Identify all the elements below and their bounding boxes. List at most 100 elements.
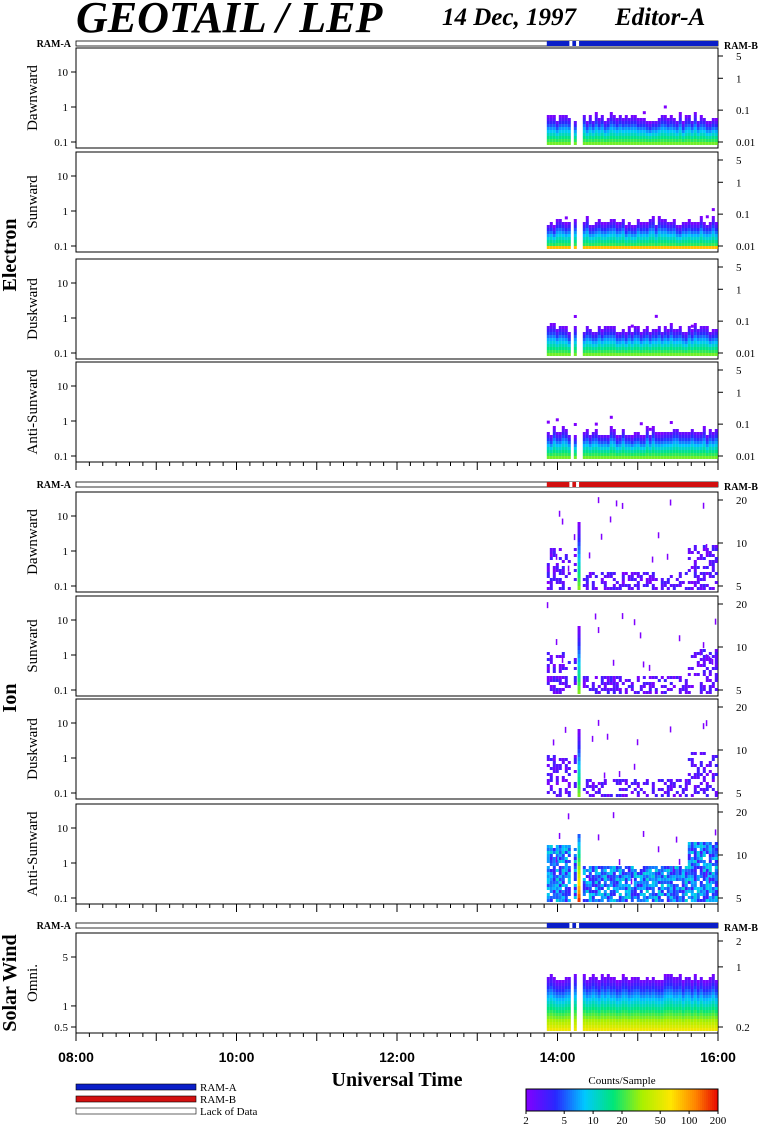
spectrogram-cell	[615, 688, 619, 691]
spectrogram-cell	[630, 995, 634, 998]
spectrogram-cell	[612, 450, 616, 453]
spectrogram-cell	[678, 441, 682, 444]
spectrogram-cell	[606, 691, 610, 694]
spectrogram-cell	[609, 219, 613, 222]
spectrogram-cell	[642, 329, 646, 332]
spectrogram-cell	[603, 1016, 607, 1019]
spectrogram-cell	[675, 1013, 679, 1016]
spectrogram-cell	[624, 893, 628, 896]
spectrogram-cell	[657, 240, 661, 243]
spectrogram-cell	[690, 764, 694, 767]
spectrogram-cell	[577, 777, 581, 781]
spectrogram-cell	[591, 338, 595, 341]
spectrogram-cell	[657, 347, 661, 350]
spectrogram-cell	[648, 986, 652, 989]
spectrogram-cell	[648, 234, 652, 237]
spectrogram-cell	[597, 133, 601, 136]
spectrogram-cell	[546, 652, 550, 655]
spectrogram-cell	[603, 1025, 607, 1028]
spectrogram-cell	[615, 136, 619, 139]
spectrogram-cell	[546, 791, 550, 794]
spectrogram-cell	[603, 332, 607, 335]
spectrogram-cell	[546, 851, 550, 854]
spectrogram-cell	[690, 341, 694, 344]
spectrogram-cell	[714, 344, 718, 347]
spectrogram-cell	[588, 329, 592, 332]
spectrogram-cell	[696, 566, 700, 569]
spectrogram-cell	[577, 558, 581, 562]
spectrogram-cell	[549, 995, 553, 998]
spectrogram-cell	[699, 435, 703, 438]
spectrogram-cell	[597, 497, 600, 504]
spectrogram-cell	[669, 323, 673, 326]
colorbar-cell	[698, 1089, 701, 1111]
spectrogram-cell	[573, 534, 576, 541]
y-tick-label: 1	[63, 753, 69, 765]
spectrogram-cell	[577, 741, 581, 745]
spectrogram-cell	[564, 222, 568, 225]
spectrogram-cell	[657, 353, 661, 356]
spectrogram-cell	[693, 350, 697, 353]
spectrogram-cell	[618, 779, 622, 782]
spectrogram-cell	[585, 341, 589, 344]
spectrogram-cell	[687, 869, 691, 872]
spectrogram-cell	[582, 231, 586, 234]
spectrogram-cell	[657, 1004, 661, 1007]
spectrogram-cell	[636, 335, 640, 338]
spectrogram-cell	[705, 228, 709, 231]
spectrogram-cell	[651, 572, 655, 575]
spectrogram-cell	[708, 444, 712, 447]
spectrogram-cell	[558, 667, 562, 670]
spectrogram-cell	[552, 124, 556, 127]
spectrogram-cell	[636, 992, 640, 995]
spectrogram-cell	[693, 989, 697, 992]
spectrogram-cell	[702, 776, 706, 779]
spectrogram-cell	[654, 980, 658, 983]
spectrogram-cell	[597, 350, 601, 353]
spectrogram-cell	[609, 1028, 613, 1031]
spectrogram-cell	[699, 977, 703, 980]
spectrogram-cell	[624, 1010, 628, 1013]
spectrogram-cell	[711, 872, 715, 875]
spectrogram-cell	[708, 887, 712, 890]
spectrogram-cell	[654, 875, 658, 878]
spectrogram-cell	[600, 237, 604, 240]
spectrogram-cell	[546, 866, 550, 869]
spectrogram-cell	[618, 691, 622, 694]
spectrogram-cell	[645, 450, 649, 453]
spectrogram-cell	[615, 133, 619, 136]
spectrogram-cell	[681, 124, 685, 127]
spectrogram-cell	[669, 995, 673, 998]
spectrogram-cell	[630, 246, 634, 249]
spectrogram-cell	[627, 893, 631, 896]
spectrogram-cell	[555, 335, 559, 338]
spectrogram-cell	[606, 353, 610, 356]
y-tick-label: 0.1	[54, 788, 68, 800]
spectrogram-cell	[546, 977, 550, 980]
spectrogram-cell	[702, 767, 706, 770]
spectrogram-cell	[594, 228, 598, 231]
spectrogram-cell	[705, 246, 709, 249]
spectrogram-cell	[642, 875, 646, 878]
spectrogram-cell	[672, 133, 676, 136]
spectrogram-cell	[666, 240, 670, 243]
spectrogram-cell	[660, 246, 664, 249]
spectrogram-cell	[663, 341, 667, 344]
spectrogram-cell	[627, 1019, 631, 1022]
spectrogram-cell	[642, 136, 646, 139]
spectrogram-cell	[606, 899, 610, 902]
spectrogram-cell	[577, 690, 581, 694]
spectrogram-cell	[558, 225, 562, 228]
spectrogram-cell	[600, 222, 604, 225]
spectrogram-cell	[678, 438, 682, 441]
spectrogram-cell	[567, 127, 571, 130]
spectrogram-cell	[577, 834, 581, 838]
spectrogram-cell	[615, 884, 619, 887]
y-right-tick-label: 5	[736, 155, 742, 167]
spectrogram-cell	[648, 995, 652, 998]
spectrogram-cell	[549, 890, 553, 893]
spectrogram-cell	[714, 240, 718, 243]
spectrogram-cell	[600, 688, 604, 691]
spectrogram-cell	[675, 1001, 679, 1004]
spectrogram-cell	[621, 872, 625, 875]
